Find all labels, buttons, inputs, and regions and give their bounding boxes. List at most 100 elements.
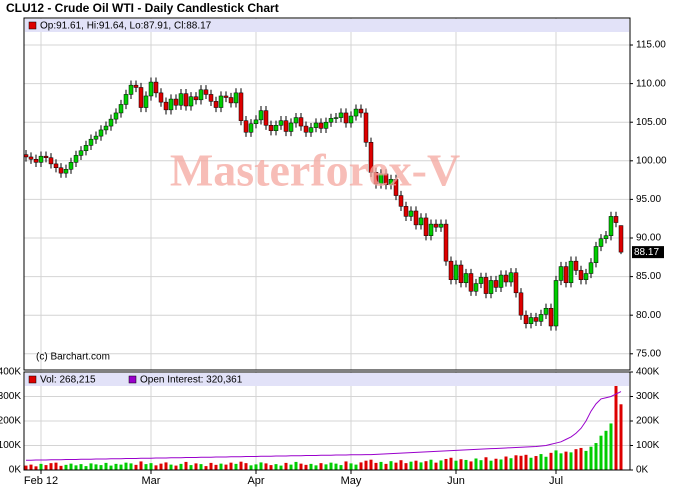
candle-body — [218, 95, 224, 108]
candle-body — [98, 129, 104, 137]
volume-bar — [179, 463, 183, 470]
price-panel: 75.00 80.00 85.00 90.00 95.00 100.00 105.00 110… — [23, 17, 667, 371]
candle-body — [73, 155, 79, 163]
candle-body — [538, 314, 544, 322]
volume-bar — [109, 465, 113, 470]
y-tick-label: 85.00 — [636, 271, 661, 282]
legend-text: Op:91.61, Hi:91.64, Lo:87.91, Cl:88.17 — [40, 21, 212, 32]
candle-body — [238, 92, 244, 121]
candle-body — [143, 95, 149, 108]
plot-area — [23, 17, 631, 371]
volume-bar — [354, 464, 358, 470]
x-tick-label: Feb 12 — [24, 475, 58, 487]
candle-body — [318, 122, 324, 129]
volume-bar — [94, 464, 98, 470]
candle-body — [348, 115, 354, 124]
candle-body — [588, 262, 594, 274]
candle-body — [48, 157, 54, 165]
volume-bar — [234, 463, 238, 470]
volume-bar — [89, 463, 93, 470]
volume-bar — [449, 457, 453, 470]
candle-body — [568, 260, 574, 284]
volume-bar — [424, 461, 428, 470]
candle-body — [358, 108, 364, 114]
candle-body — [493, 280, 499, 288]
volume-bar — [609, 423, 613, 470]
candle-body — [308, 127, 314, 133]
volume-bar — [559, 453, 563, 470]
last-price-box — [632, 246, 664, 259]
candle-body — [363, 112, 369, 143]
candle-body — [453, 264, 459, 280]
candle-body — [263, 110, 269, 126]
candle-body — [603, 235, 609, 240]
candle-body — [408, 210, 414, 217]
volume-bar — [529, 457, 533, 470]
candle-body — [103, 125, 109, 131]
candle-body — [33, 159, 39, 163]
volume-bar — [619, 404, 623, 470]
volume-bar — [334, 463, 338, 470]
volume-bar — [259, 462, 263, 470]
volume-bar — [549, 452, 553, 470]
volume-bar — [139, 461, 143, 470]
candle-body — [463, 273, 469, 284]
volume-bar — [359, 462, 363, 470]
candle-body — [333, 117, 339, 119]
y-tick-label: 80.00 — [636, 310, 661, 321]
candle-body — [533, 317, 539, 322]
candle-body — [68, 162, 74, 170]
candle-body — [283, 120, 289, 132]
volume-bar — [284, 462, 288, 470]
legend-band — [25, 373, 629, 386]
y-tick-label: 0K — [636, 465, 649, 476]
volume-bar — [144, 464, 148, 470]
candle-body — [123, 94, 129, 105]
volume-bar — [509, 458, 513, 470]
candle-body — [43, 155, 49, 158]
volume-bar — [204, 466, 208, 470]
volume-bar — [44, 465, 48, 470]
volume-bar — [539, 454, 543, 470]
credit: (c) Barchart.com — [36, 352, 110, 363]
candle-body — [513, 272, 519, 294]
volume-bar — [434, 462, 438, 470]
volume-bar — [394, 462, 398, 470]
volume-bar — [419, 462, 423, 470]
candle-body — [233, 92, 239, 104]
volume-bar — [129, 463, 133, 470]
watermark: Masterforex-V — [170, 145, 460, 196]
candle-body — [518, 292, 524, 316]
candle-body — [53, 163, 59, 169]
candle-body — [523, 314, 529, 324]
candle-body — [38, 155, 44, 163]
volume-bar — [219, 463, 223, 470]
volume-bar — [279, 465, 283, 470]
volume-bar — [319, 463, 323, 470]
last-price-label: 88.17 — [634, 247, 659, 258]
y-tick-label: 300K — [636, 391, 660, 402]
volume-bar — [174, 465, 178, 470]
candle-body — [173, 98, 179, 106]
volume-bar — [149, 463, 153, 470]
volume-bar — [454, 460, 458, 470]
volume-bar — [494, 458, 498, 470]
volume-bar — [254, 464, 258, 470]
volume-bar — [599, 435, 603, 470]
volume-bar — [244, 463, 248, 470]
volume-bar — [384, 463, 388, 470]
candle-body — [153, 81, 159, 94]
y-tick-label: 90.00 — [636, 233, 661, 244]
volume-bar — [569, 452, 573, 470]
candle-body — [228, 97, 234, 104]
volume-bar — [564, 451, 568, 470]
volume-bar — [414, 460, 418, 470]
volume-bar — [124, 462, 128, 470]
volume-bar — [594, 443, 598, 470]
y-tick-label: 110.00 — [636, 78, 666, 89]
candle-body — [508, 272, 514, 283]
candle-body — [243, 120, 249, 133]
candle-body — [553, 280, 559, 327]
candle-body — [468, 273, 474, 292]
